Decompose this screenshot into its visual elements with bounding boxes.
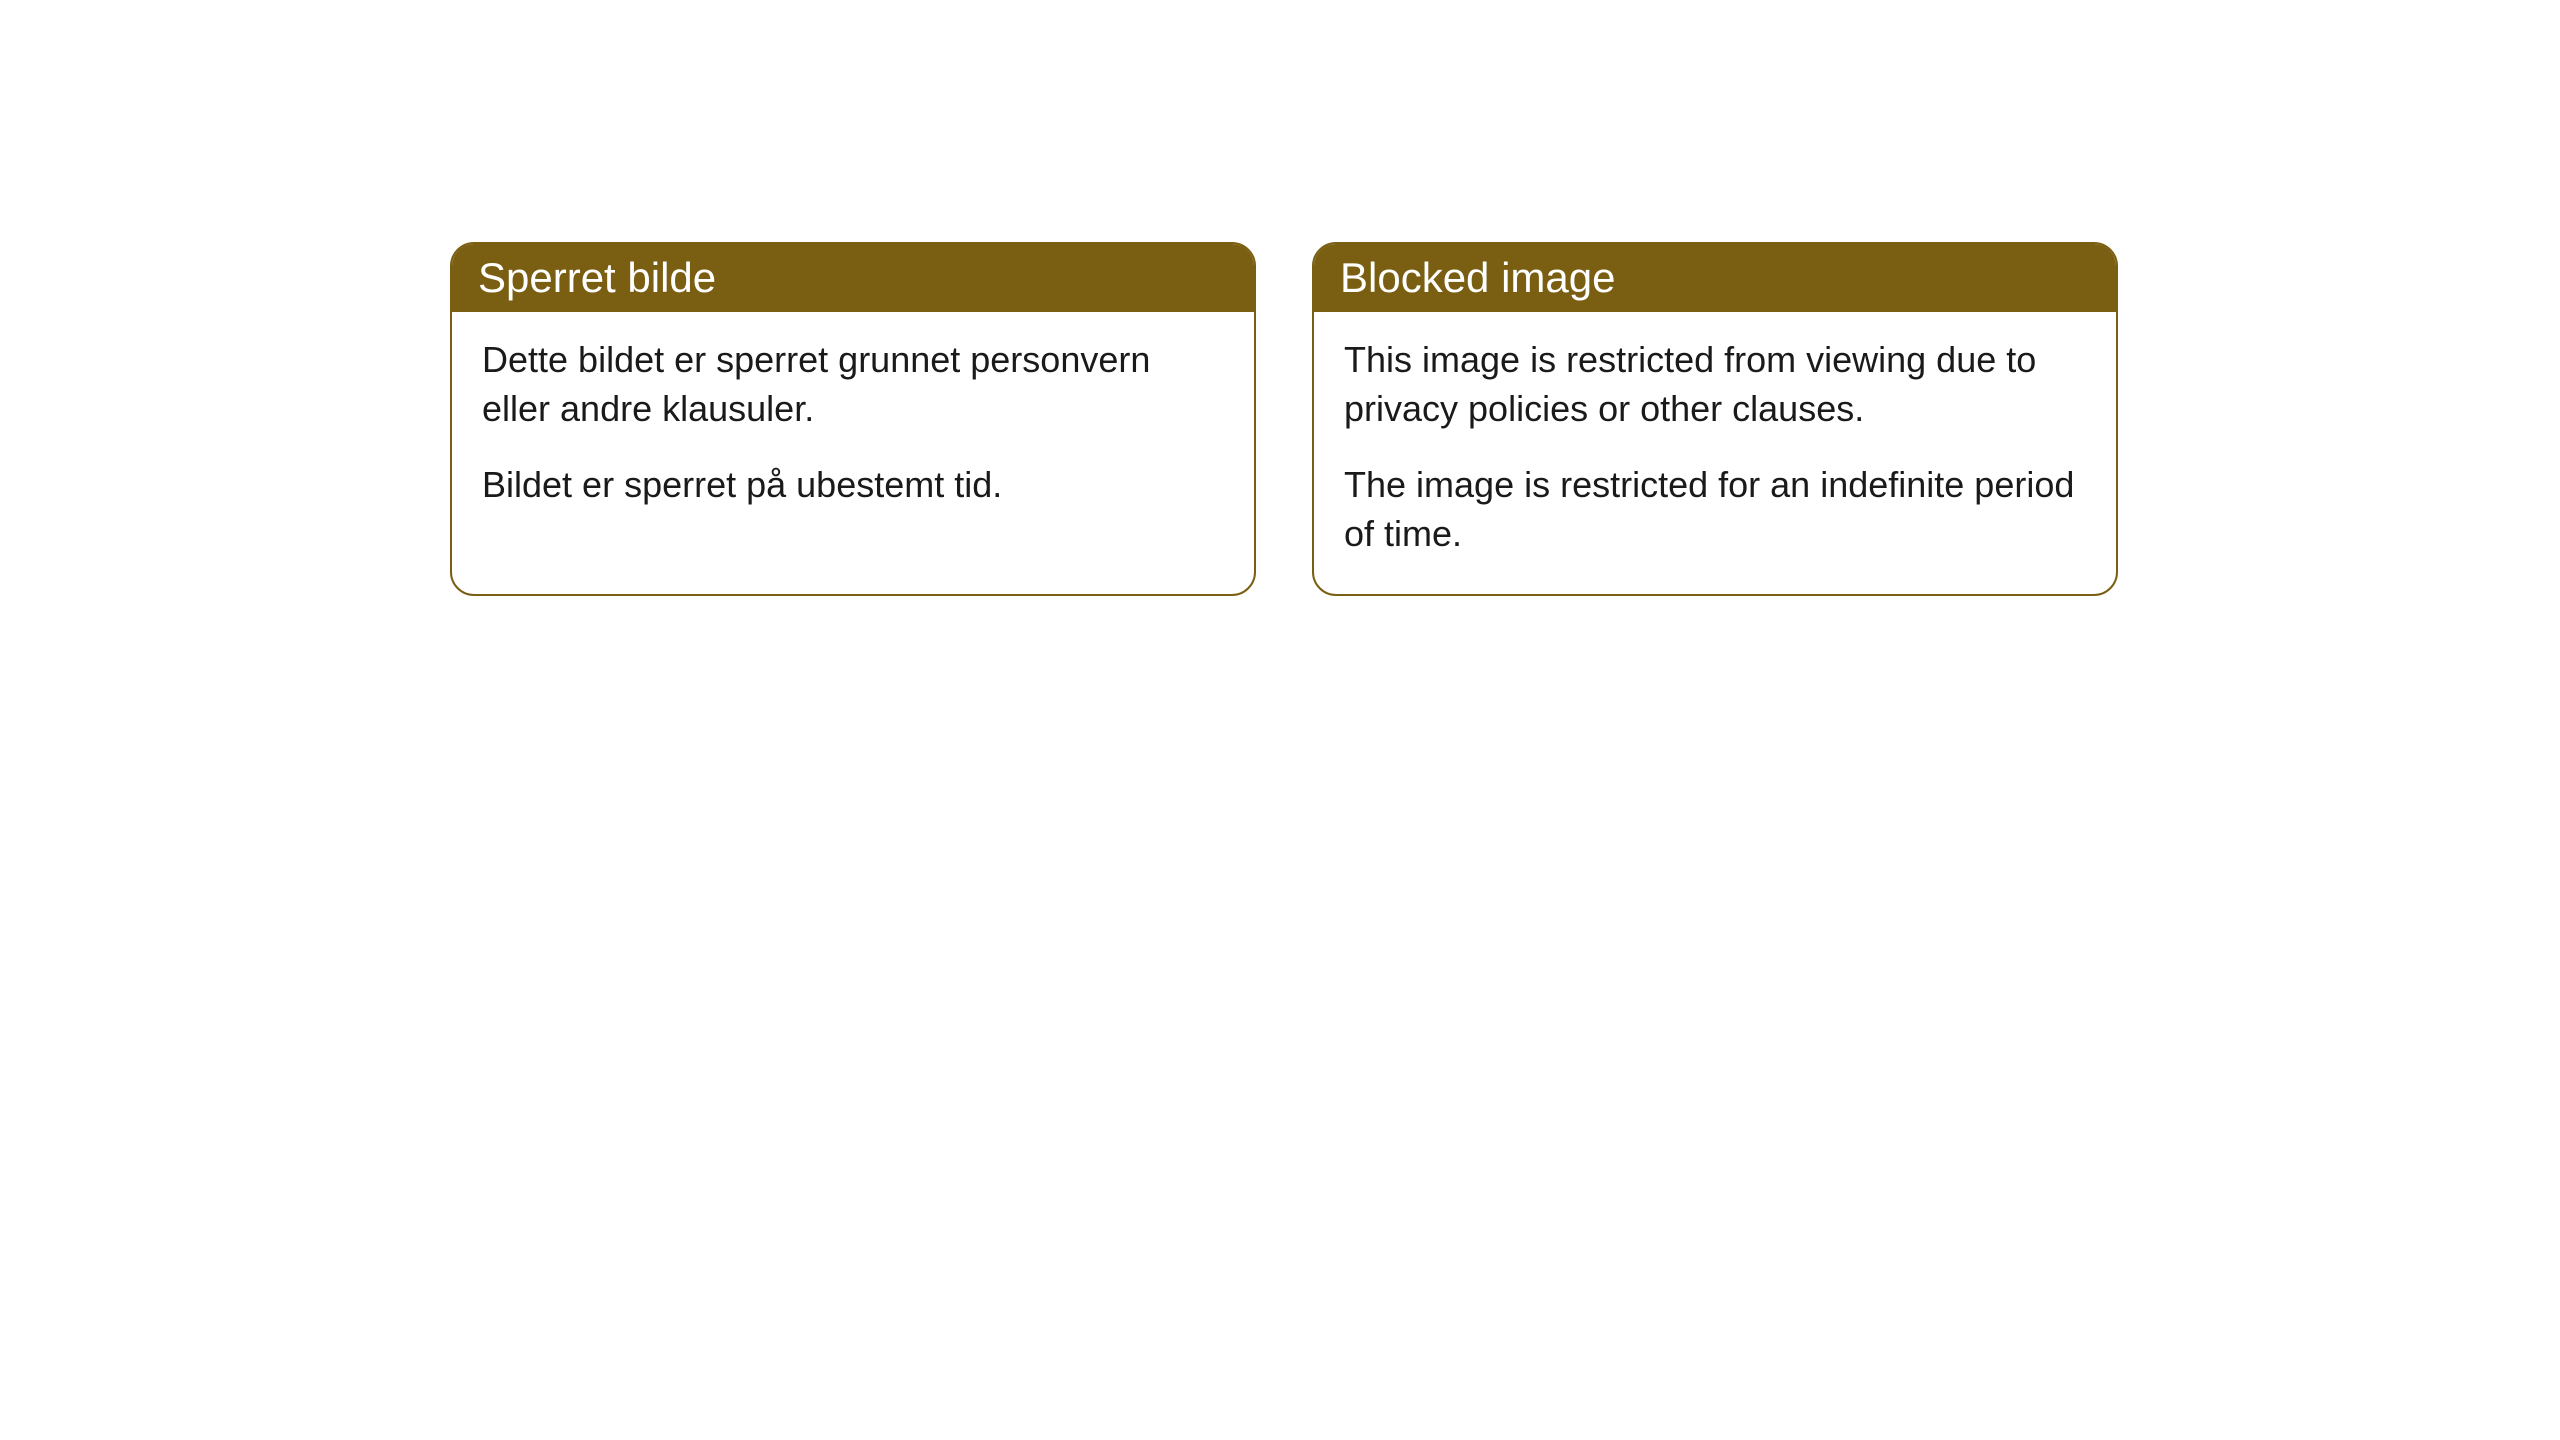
card-body: This image is restricted from viewing du…	[1314, 312, 2116, 594]
card-title: Sperret bilde	[478, 254, 716, 301]
card-paragraph: This image is restricted from viewing du…	[1344, 336, 2086, 433]
card-paragraph: Dette bildet er sperret grunnet personve…	[482, 336, 1224, 433]
card-header: Blocked image	[1314, 244, 2116, 312]
blocked-image-card-norwegian: Sperret bilde Dette bildet er sperret gr…	[450, 242, 1256, 596]
blocked-image-card-english: Blocked image This image is restricted f…	[1312, 242, 2118, 596]
card-paragraph: Bildet er sperret på ubestemt tid.	[482, 461, 1224, 510]
card-body: Dette bildet er sperret grunnet personve…	[452, 312, 1254, 546]
card-paragraph: The image is restricted for an indefinit…	[1344, 461, 2086, 558]
card-header: Sperret bilde	[452, 244, 1254, 312]
cards-container: Sperret bilde Dette bildet er sperret gr…	[0, 0, 2560, 596]
card-title: Blocked image	[1340, 254, 1615, 301]
